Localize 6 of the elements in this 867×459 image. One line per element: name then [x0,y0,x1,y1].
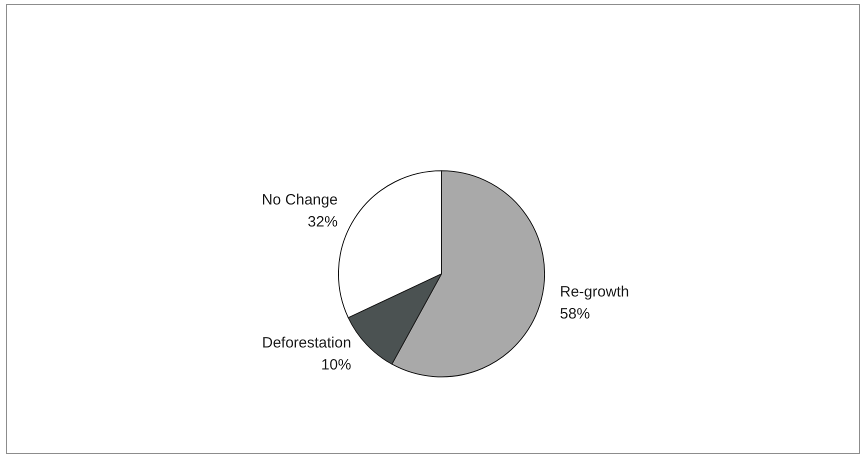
slice-label: Deforestation [262,334,352,352]
data-label: 32% [308,214,338,231]
data-label: 58% [560,305,590,322]
slice-label: Re-growth [560,283,630,300]
slice-label: No Change [262,192,338,209]
data-label: 10% [321,356,352,374]
